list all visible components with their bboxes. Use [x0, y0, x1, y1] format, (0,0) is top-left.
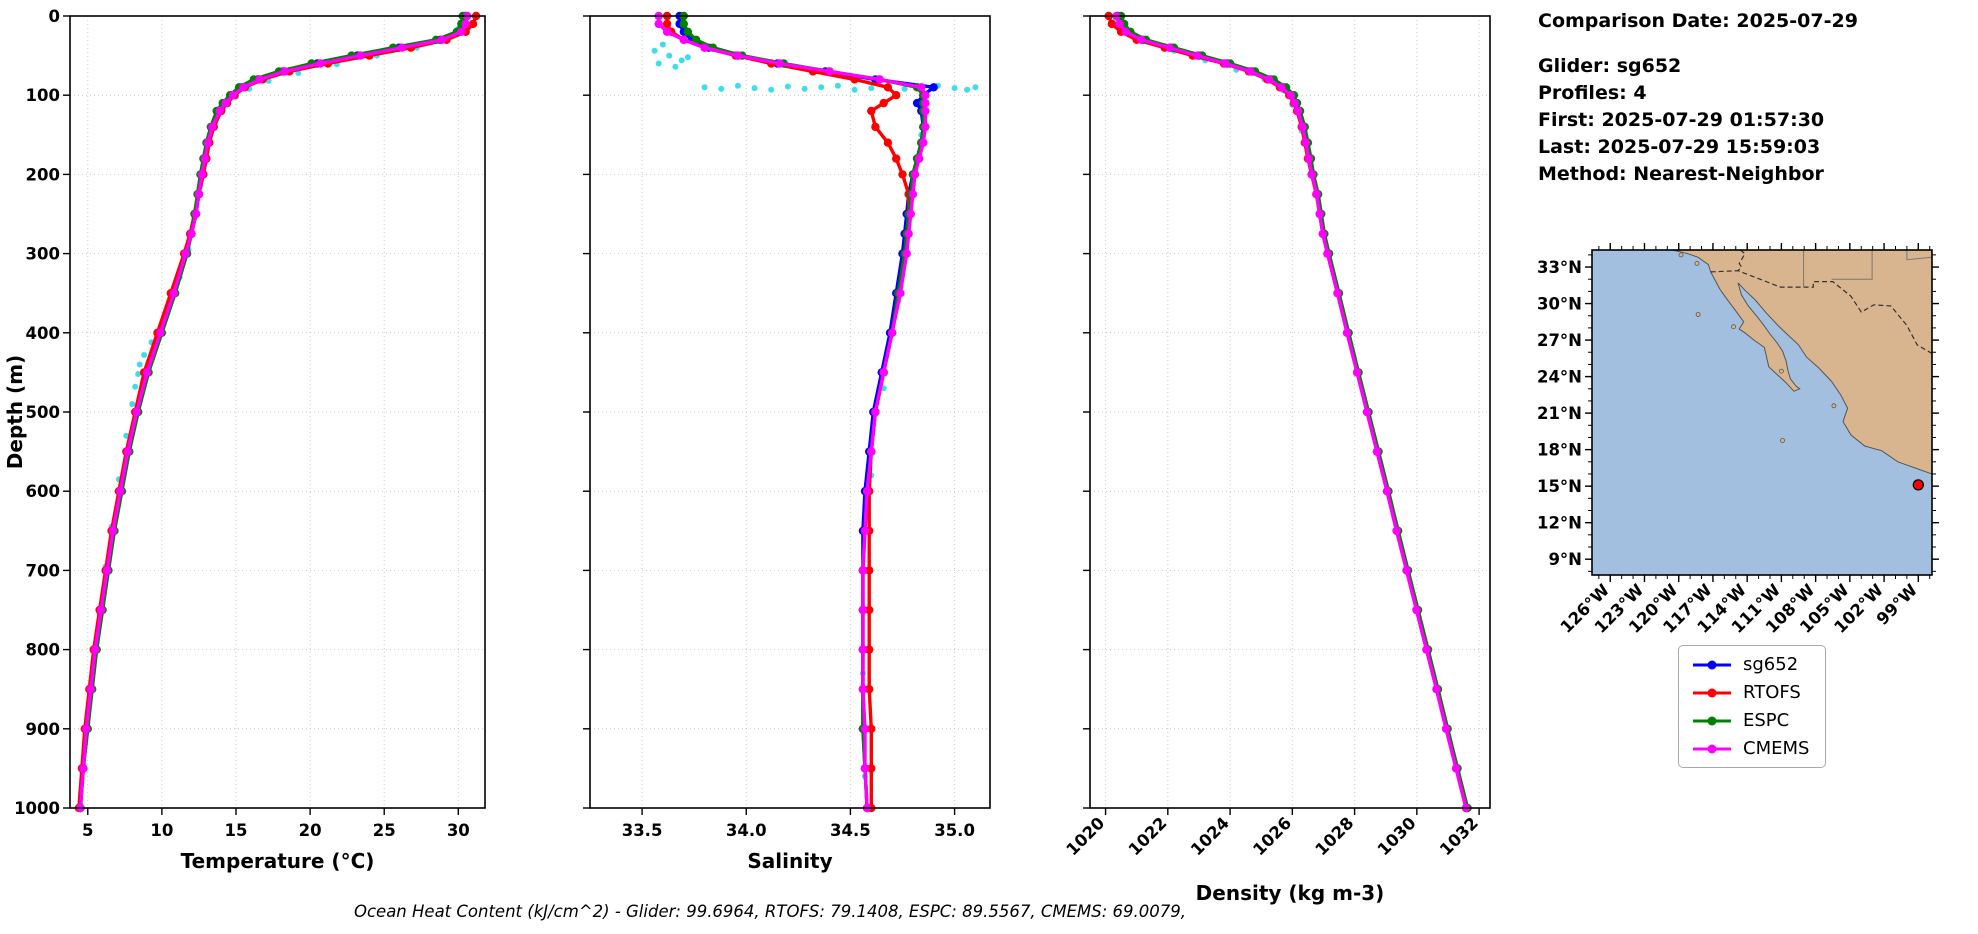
comparison-info-block: Comparison Date: 2025-07-29 Glider: sg65…	[1538, 8, 1858, 188]
svg-text:200: 200	[26, 165, 60, 184]
svg-text:33.5: 33.5	[622, 821, 663, 840]
svg-text:600: 600	[26, 482, 60, 501]
legend-line-marker-icon	[1693, 660, 1731, 669]
glider-location-map: 33°N30°N27°N24°N21°N18°N15°N12°N9°N126°W…	[1537, 243, 1939, 637]
svg-text:9°N: 9°N	[1548, 550, 1582, 569]
salinity-raw-scatter	[651, 41, 979, 780]
legend-item-RTOFS: RTOFS	[1691, 682, 1809, 703]
svg-text:5: 5	[82, 821, 93, 840]
svg-text:27°N: 27°N	[1537, 331, 1582, 350]
legend-item-CMEMS: CMEMS	[1691, 738, 1809, 759]
svg-text:1026: 1026	[1249, 813, 1295, 859]
svg-text:Salinity: Salinity	[747, 849, 832, 873]
profiles-count-text: Profiles: 4	[1538, 82, 1647, 104]
density-gridlines	[1090, 15, 1490, 809]
density-series-RTOFS	[1104, 11, 1471, 813]
svg-text:500: 500	[26, 403, 60, 422]
temperature-gridlines	[70, 15, 485, 809]
svg-text:1024: 1024	[1187, 813, 1233, 859]
svg-text:35.0: 35.0	[934, 821, 975, 840]
svg-text:20: 20	[299, 821, 322, 840]
density-profile-plot: 1020 1022 1024 1026 1028 1030 1032 Density (kg …	[1062, 11, 1491, 905]
svg-text:1028: 1028	[1312, 813, 1358, 859]
svg-text:1000: 1000	[14, 799, 60, 818]
legend-label: CMEMS	[1743, 738, 1810, 759]
svg-text:Density (kg m-3): Density (kg m-3)	[1196, 881, 1385, 905]
temperature-profile-plot: 5 10 15 20 25 3001002003004005006007008009001…	[3, 7, 486, 873]
legend-label: sg652	[1743, 654, 1799, 675]
svg-text:24°N: 24°N	[1537, 368, 1582, 387]
svg-text:1020: 1020	[1062, 813, 1108, 859]
svg-text:400: 400	[26, 324, 60, 343]
legend-label: ESPC	[1743, 710, 1790, 731]
density-axes: 1020 1022 1024 1026 1028 1030 1032 Density (kg …	[1062, 15, 1491, 905]
svg-text:800: 800	[26, 641, 60, 660]
svg-text:900: 900	[26, 720, 60, 739]
legend-line-marker-icon	[1693, 744, 1731, 753]
svg-text:15: 15	[225, 821, 248, 840]
svg-text:15°N: 15°N	[1537, 477, 1582, 496]
svg-text:100: 100	[26, 86, 60, 105]
temperature-axes: 5 10 15 20 25 3001002003004005006007008009001…	[3, 7, 486, 873]
ocean-heat-content-caption: Ocean Heat Content (kJ/cm^2) - Glider: 9…	[353, 902, 1187, 921]
density-series-CMEMS	[1112, 11, 1471, 813]
glider-name-text: Glider: sg652	[1538, 55, 1682, 77]
svg-text:Depth (m): Depth (m)	[3, 355, 27, 469]
info-spacer	[1538, 35, 1858, 53]
svg-text:12°N: 12°N	[1537, 514, 1582, 533]
svg-text:1032: 1032	[1436, 813, 1482, 859]
salinity-series-CMEMS	[654, 11, 930, 813]
svg-text:21°N: 21°N	[1537, 404, 1582, 423]
temperature-series-CMEMS	[76, 11, 472, 813]
salinity-profile-plot: 33.5 34.0 34.5 35.0 Salinity	[583, 11, 991, 873]
svg-text:30: 30	[447, 821, 470, 840]
salinity-gridlines	[590, 15, 990, 809]
svg-text:34.0: 34.0	[726, 821, 767, 840]
svg-text:33°N: 33°N	[1537, 258, 1582, 277]
last-profile-time-text: Last: 2025-07-29 15:59:03	[1538, 136, 1821, 158]
salinity-axes: 33.5 34.0 34.5 35.0 Salinity	[583, 15, 991, 873]
svg-text:30°N: 30°N	[1537, 295, 1582, 314]
legend-line-marker-icon	[1693, 688, 1731, 697]
comparison-date-text: Comparison Date: 2025-07-29	[1538, 10, 1858, 32]
method-text: Method: Nearest-Neighbor	[1538, 163, 1824, 185]
legend-label: RTOFS	[1743, 682, 1801, 703]
legend-line-marker-icon	[1693, 716, 1731, 725]
svg-text:34.5: 34.5	[830, 821, 871, 840]
legend: sg652 RTOFS ESPC CMEMS	[1678, 645, 1827, 768]
map-land	[1671, 250, 1932, 475]
svg-text:25: 25	[373, 821, 396, 840]
svg-text:Temperature (°C): Temperature (°C)	[181, 849, 375, 873]
svg-text:300: 300	[26, 245, 60, 264]
svg-text:700: 700	[26, 561, 60, 580]
legend-item-ESPC: ESPC	[1691, 710, 1809, 731]
legend-item-sg652: sg652	[1691, 654, 1809, 675]
svg-text:10: 10	[150, 821, 173, 840]
first-profile-time-text: First: 2025-07-29 01:57:30	[1538, 109, 1825, 131]
svg-text:1030: 1030	[1374, 813, 1420, 859]
svg-text:0: 0	[49, 7, 60, 26]
svg-text:1022: 1022	[1125, 813, 1171, 859]
glider-position-marker	[1912, 479, 1924, 491]
svg-text:18°N: 18°N	[1537, 441, 1582, 460]
